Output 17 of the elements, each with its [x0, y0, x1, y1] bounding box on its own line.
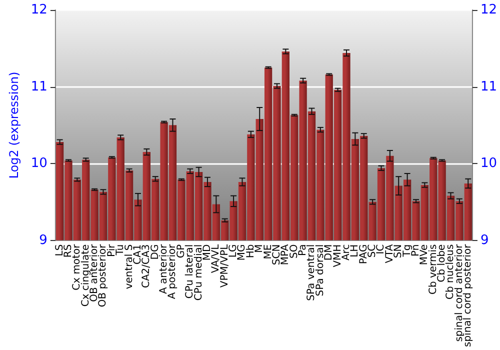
y-tick-label: 11 [30, 79, 48, 94]
x-tick-label: MVe [419, 244, 430, 266]
y2-tick-label: 9 [480, 232, 489, 248]
x-tick-label: A posterior [167, 243, 178, 300]
x-tick-label: Tg [402, 244, 413, 258]
x-tick-label: spinal cord posterior [462, 243, 474, 348]
y2-tick-label: 10 [480, 156, 498, 172]
x-tick-label: OB posterior [98, 243, 109, 308]
x-tick-label: DG [150, 244, 161, 260]
y2-tick-label: 12 [480, 2, 498, 18]
x-tick-label: RS [62, 244, 74, 258]
y2-tick-label: 11 [480, 79, 498, 94]
y-axis-title: Log2 (expression) [7, 72, 21, 179]
y-tick-label: 12 [30, 2, 48, 18]
y-tick-label: 9 [39, 232, 48, 248]
x-tick-label: GP [176, 244, 187, 258]
y-tick-label: 10 [30, 156, 48, 172]
